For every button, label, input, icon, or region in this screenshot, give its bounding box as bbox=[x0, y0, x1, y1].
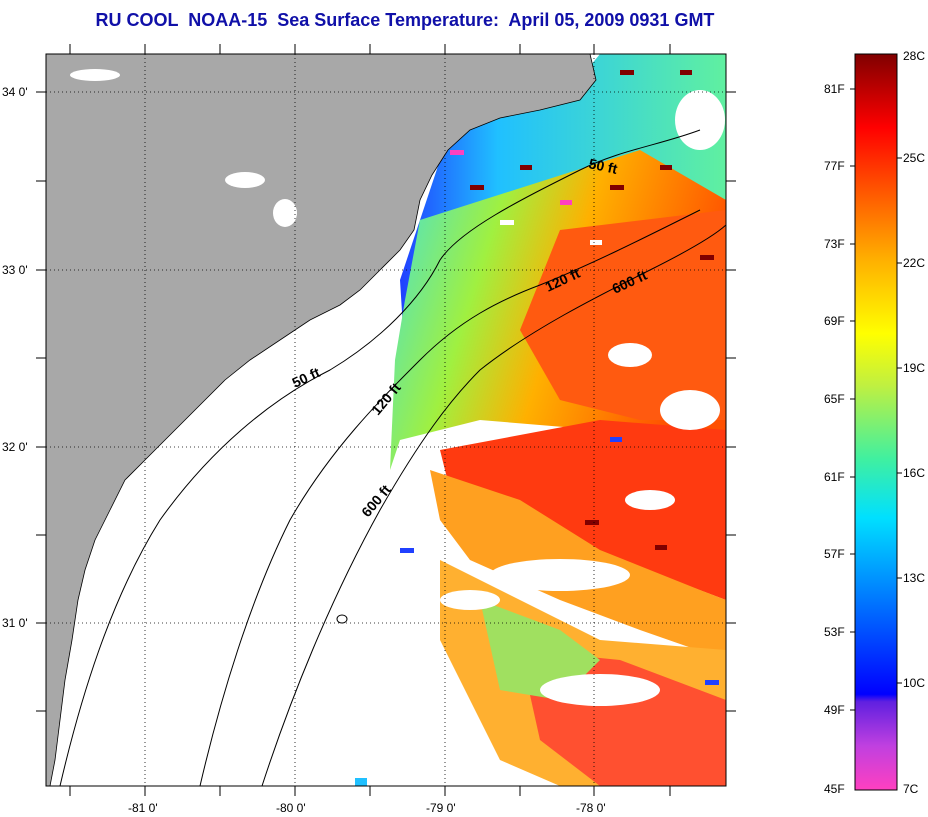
colorbar-c-label: 25C bbox=[903, 151, 925, 165]
colorbar-f-label: 45F bbox=[824, 782, 845, 796]
lon-tick-label: -79 0' bbox=[426, 801, 456, 815]
colorbar-c-label: 7C bbox=[903, 782, 919, 796]
lat-tick-label: 31 0' bbox=[2, 616, 28, 630]
lat-tick-label: 33 0' bbox=[2, 263, 28, 277]
bathymetry-contours bbox=[59, 129, 726, 786]
colorbar-ticks bbox=[850, 88, 902, 711]
lat-tick-label: 34 0' bbox=[2, 85, 28, 99]
contour-600ft bbox=[261, 224, 726, 786]
colorbar-f-label: 61F bbox=[824, 470, 845, 484]
map-border bbox=[45, 53, 727, 787]
colorbar-f-label: 53F bbox=[824, 625, 845, 639]
axis-ticks bbox=[36, 44, 736, 796]
contour-50ft bbox=[59, 129, 701, 786]
colorbar-f-label: 81F bbox=[824, 82, 845, 96]
land-mass bbox=[46, 54, 597, 786]
colorbar-f-label: 73F bbox=[824, 237, 845, 251]
colorbar-c-label: 22C bbox=[903, 256, 925, 270]
colorbar bbox=[854, 53, 898, 791]
lon-tick-label: -81 0' bbox=[128, 801, 158, 815]
colorbar-c-label: 10C bbox=[903, 676, 925, 690]
sst-data-layer bbox=[355, 54, 726, 786]
colorbar-f-label: 77F bbox=[824, 159, 845, 173]
colorbar-f-label: 57F bbox=[824, 547, 845, 561]
colorbar-f-label: 69F bbox=[824, 314, 845, 328]
colorbar-c-label: 16C bbox=[903, 466, 925, 480]
lon-tick-label: -80 0' bbox=[276, 801, 306, 815]
map-title: RU COOL NOAA-15 Sea Surface Temperature:… bbox=[95, 10, 715, 30]
colorbar-c-label: 13C bbox=[903, 571, 925, 585]
contour-120ft bbox=[199, 209, 701, 786]
colorbar-f-label: 65F bbox=[824, 392, 845, 406]
lat-tick-label: 32 0' bbox=[2, 440, 28, 454]
graticule bbox=[46, 54, 726, 786]
lon-tick-label: -78 0' bbox=[576, 801, 606, 815]
contour-label-50ft-north: 50 ft bbox=[587, 155, 619, 177]
colorbar-c-label: 28C bbox=[903, 49, 925, 63]
colorbar-c-label: 19C bbox=[903, 361, 925, 375]
colorbar-f-label: 49F bbox=[824, 703, 845, 717]
